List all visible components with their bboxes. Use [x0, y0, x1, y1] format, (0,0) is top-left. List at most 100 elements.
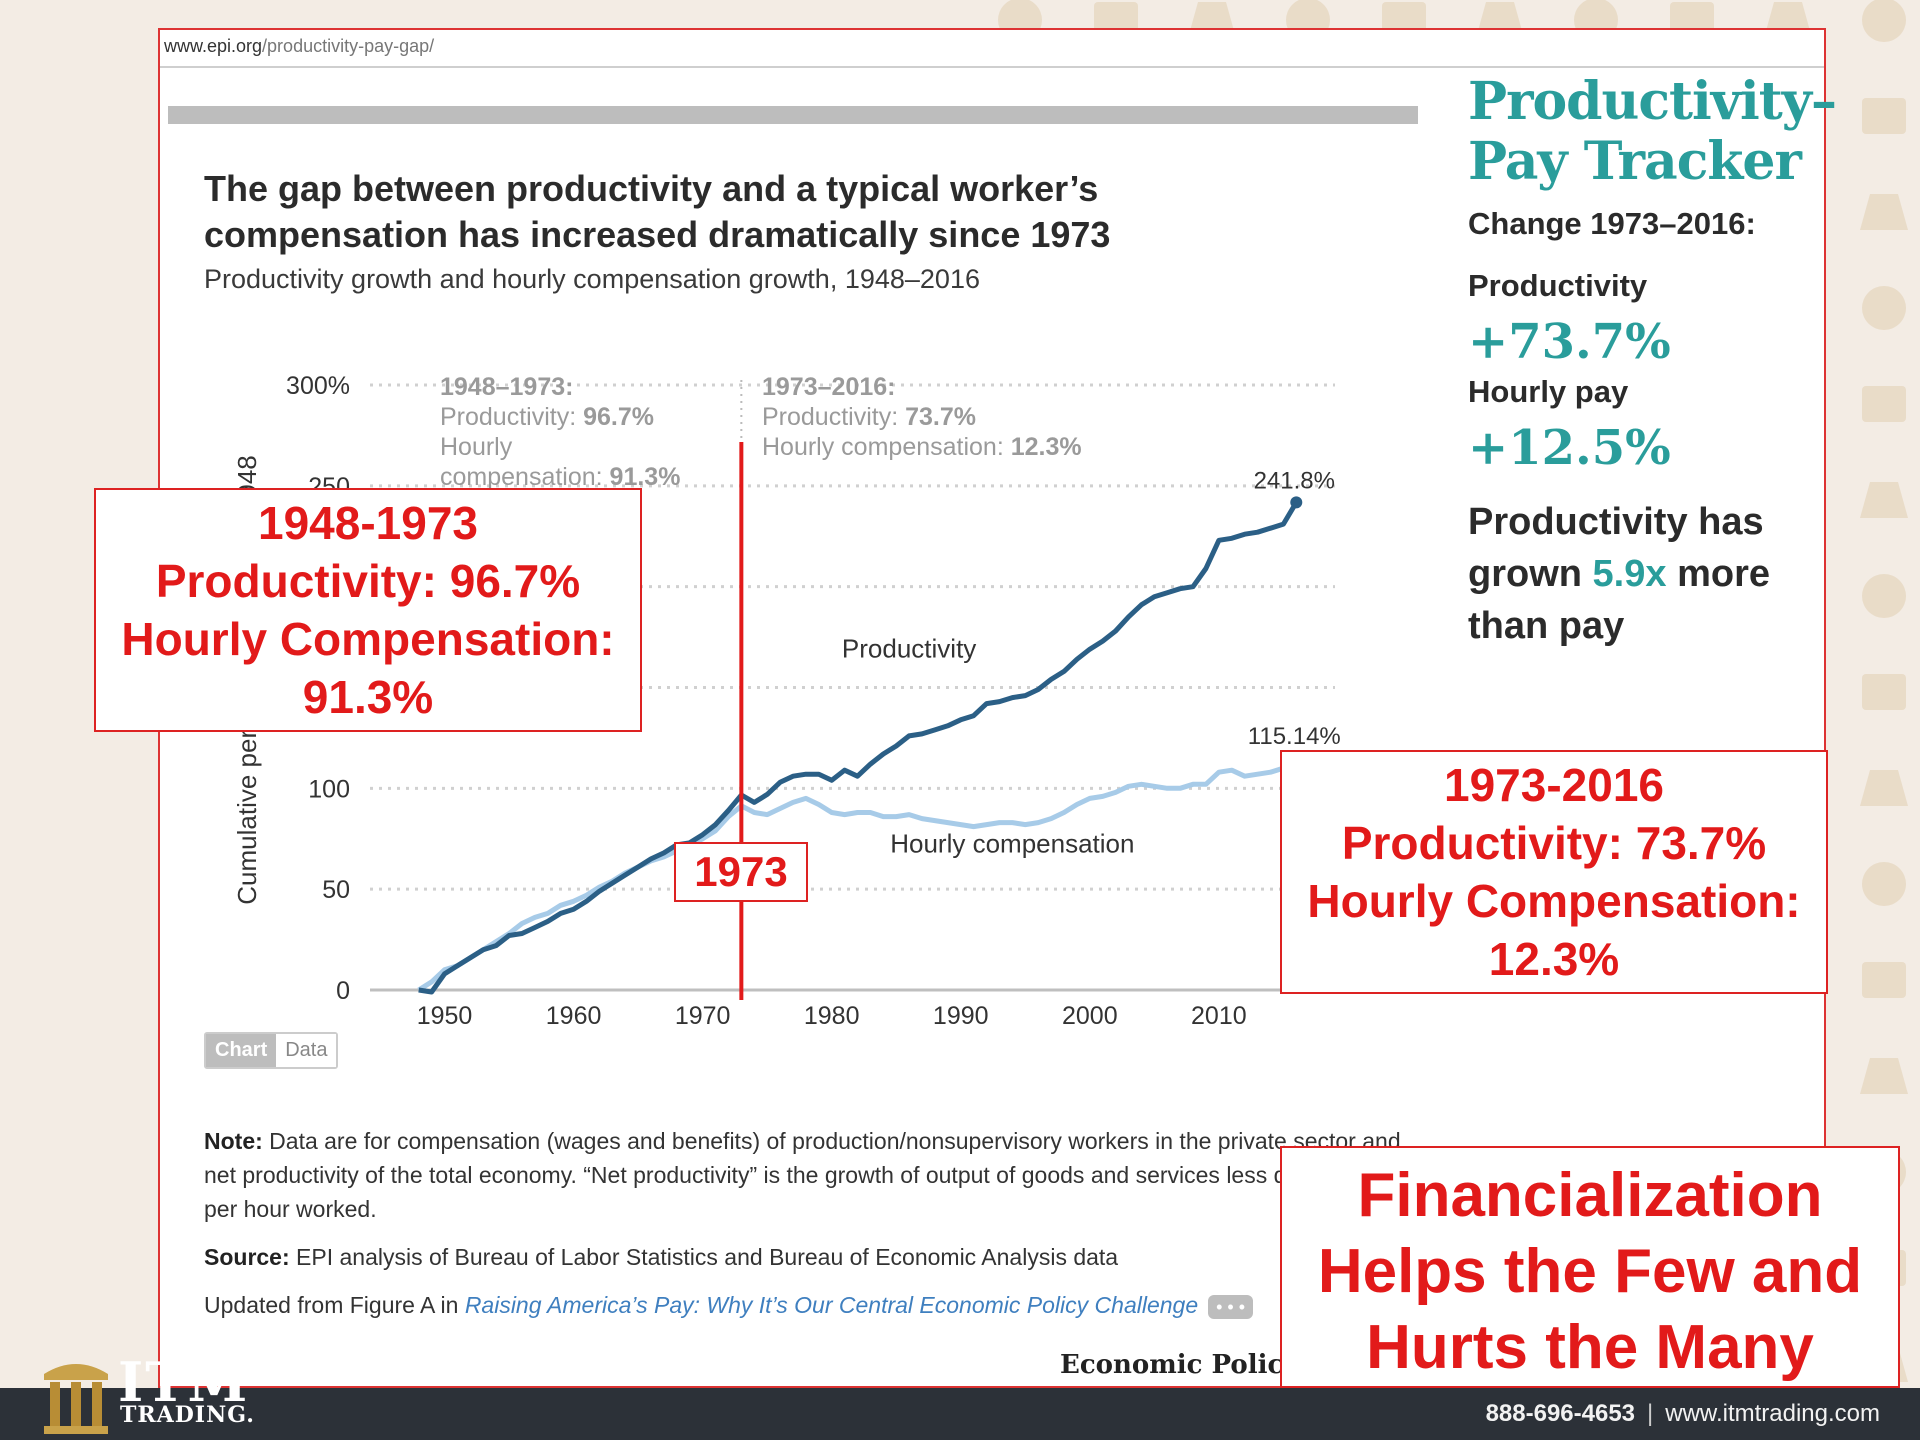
y-tick-label: 50 [322, 876, 350, 904]
url-domain: www.epi.org [164, 36, 263, 56]
pattern-shape [1860, 194, 1908, 230]
tab-chart[interactable]: Chart [206, 1034, 277, 1067]
x-tick-label: 2010 [1191, 1002, 1247, 1030]
summary-part2: more than pay [1468, 553, 1770, 647]
tracker-title: Productivity– Pay Tracker [1468, 71, 1837, 192]
period1-productivity: Productivity: 96.7% [440, 403, 654, 431]
footer-website[interactable]: www.itmtrading.com [1665, 1400, 1880, 1427]
note-body: Data are for compensation (wages and ben… [204, 1128, 1401, 1222]
pattern-shape [1860, 1058, 1908, 1094]
productivity-pay-tracker: Productivity– Pay Tracker Change 1973–20… [1468, 71, 1837, 652]
series-end-label: 241.8% [1254, 467, 1335, 494]
x-tick-label: 2000 [1062, 1002, 1118, 1030]
tracker-productivity-label: Productivity [1468, 268, 1648, 303]
chart-updated: Updated from Figure A in Raising America… [204, 1288, 1404, 1322]
summary-part1: Productivity has grown [1468, 501, 1764, 595]
pattern-shape [1862, 574, 1906, 618]
period1-heading: 1948–1973: [440, 373, 573, 401]
y-tick-label: 100 [308, 775, 350, 803]
period1-compensation: compensation: 91.3% [440, 463, 680, 491]
callout-bottom-line3: Hurts the Many [1366, 1313, 1814, 1382]
period1-compensation-value: 91.3% [610, 463, 681, 491]
period2-compensation-label: Hourly compensation: [762, 433, 1011, 461]
callout-right-line2: Productivity: 73.7% [1341, 817, 1767, 869]
url-path: /productivity-pay-gap/ [262, 36, 435, 56]
tracker-change-label: Change 1973–2016: [1468, 206, 1756, 241]
pattern-shape [1862, 98, 1906, 134]
x-tick-label: 1970 [675, 1002, 731, 1030]
period1-compensation-label: compensation: [440, 463, 610, 491]
y-tick-label: 300% [286, 372, 350, 400]
series-end-label: 115.14% [1248, 723, 1341, 750]
itm-pillar-logo-icon [44, 1364, 108, 1434]
series-endpoint [1290, 496, 1303, 509]
source-body: EPI analysis of Bureau of Labor Statisti… [289, 1244, 1119, 1270]
header-divider [168, 106, 1418, 124]
report-link[interactable]: Raising America’s Pay: Why It’s Our Cent… [464, 1292, 1199, 1318]
itm-logo-text: ITM [118, 1350, 250, 1414]
series-line-productivity [418, 501, 1299, 995]
chart-data-toggle[interactable]: Chart Data [204, 1032, 339, 1069]
callout-financialization: Financialization Helps the Few and Hurts… [1280, 1146, 1900, 1388]
more-options-button[interactable]: • • • [1208, 1294, 1254, 1319]
pattern-shape [1862, 386, 1906, 422]
chart-title-line1: The gap between productivity and a typic… [204, 168, 1099, 209]
tracker-summary: Productivity has grown 5.9x more than pa… [1468, 496, 1828, 652]
chart-title-line2: compensation has increased dramatically … [204, 214, 1111, 255]
itm-logo-subtext: TRADING. [120, 1402, 255, 1428]
pattern-shape [1862, 862, 1906, 906]
tracker-pay-value: +12.5% [1468, 420, 1671, 476]
period1-productivity-label: Productivity: [440, 403, 583, 431]
epi-logo: Economic Policy [1060, 1350, 1299, 1380]
x-tick-label: 1990 [933, 1002, 989, 1030]
tab-data[interactable]: Data [276, 1034, 337, 1067]
callout-left-line4: 91.3% [302, 671, 434, 723]
source-heading: Source: [204, 1244, 290, 1270]
pattern-shape [1860, 770, 1908, 806]
period-annotations: 1948–1973: Productivity: 96.7% Hourly co… [440, 373, 1082, 491]
footer-phone[interactable]: 888-696-4653 [1485, 1400, 1636, 1427]
callout-left-line3: Hourly Compensation: [121, 613, 615, 665]
x-tick-label: 1960 [546, 1002, 602, 1030]
x-tick-label: 1950 [417, 1002, 473, 1030]
footer-separator: | [1647, 1400, 1654, 1427]
pattern-shape [1862, 0, 1906, 42]
x-tick-label: 1980 [804, 1002, 860, 1030]
y-tick-label: 0 [336, 977, 350, 1005]
callout-right-line1: 1973-2016 [1444, 759, 1664, 811]
updated-prefix: Updated from Figure A in [204, 1292, 465, 1318]
pattern-shape [1862, 286, 1906, 330]
callout-left-line2: Productivity: 96.7% [155, 555, 581, 607]
callout-left-line1: 1948-1973 [258, 497, 478, 549]
tracker-title-line1: Productivity– [1468, 71, 1837, 132]
tracker-title-line2: Pay Tracker [1468, 131, 1802, 192]
chart-source: Source: EPI analysis of Bureau of Labor … [204, 1240, 1404, 1274]
tracker-pay-label: Hourly pay [1468, 374, 1629, 409]
pattern-shape [1862, 674, 1906, 710]
period2-compensation-value: 12.3% [1011, 433, 1082, 461]
callout-bottom-line1: Financialization [1357, 1161, 1823, 1230]
footer-bar: 888-696-4653 | www.itmtrading.com [0, 1388, 1920, 1440]
callout-1948-1973: 1948-1973 Productivity: 96.7% Hourly Com… [94, 488, 642, 732]
callout-bottom-line2: Helps the Few and [1317, 1237, 1863, 1306]
callout-right-line3: Hourly Compensation: [1307, 875, 1801, 927]
url-bar[interactable]: www.epi.org/productivity-pay-gap/ [160, 30, 1824, 68]
callout-year-1973: 1973 [674, 842, 808, 902]
grid-lines [370, 380, 1335, 992]
chart-note: Note: Data are for compensation (wages a… [204, 1124, 1404, 1226]
series-name-label: Hourly compensation [890, 829, 1134, 859]
period1-productivity-value: 96.7% [583, 403, 654, 431]
pattern-shape [1860, 482, 1908, 518]
tracker-productivity-value: +73.7% [1468, 314, 1671, 370]
period2-compensation: Hourly compensation: 12.3% [762, 433, 1082, 461]
period1-compensation-line1: Hourly [440, 433, 513, 461]
series-name-label: Productivity [842, 633, 976, 663]
chart-subtitle: Productivity growth and hourly compensat… [204, 264, 980, 294]
period2-productivity: Productivity: 73.7% [762, 403, 976, 431]
footer-contact: 888-696-4653 | www.itmtrading.com [1486, 1400, 1880, 1428]
note-heading: Note: [204, 1128, 263, 1154]
period2-productivity-label: Productivity: [762, 403, 905, 431]
pattern-shape [1862, 962, 1906, 998]
chart-title: The gap between productivity and a typic… [204, 166, 1304, 258]
callout-right-line4: 12.3% [1488, 933, 1620, 985]
